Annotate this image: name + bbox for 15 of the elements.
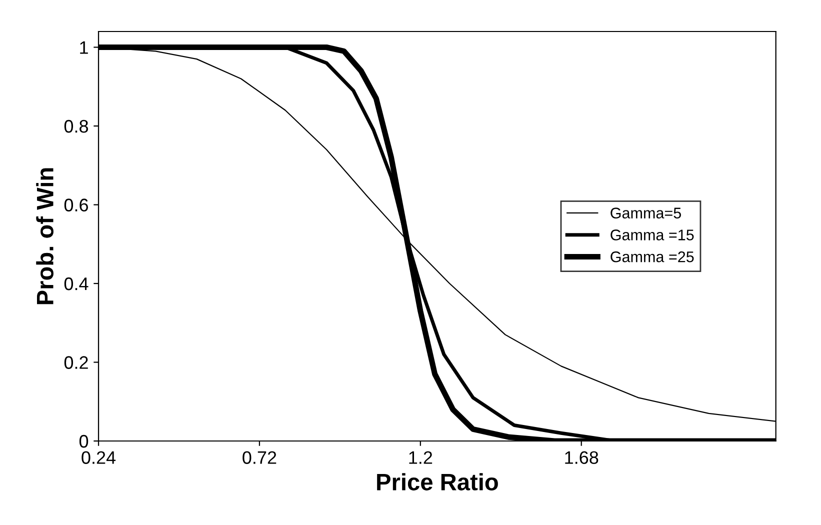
y-tick-label: 1 (80, 41, 88, 54)
y-tick-label: 0.6 (64, 198, 88, 212)
x-tick-label: 1.68 (565, 451, 598, 464)
y-tick-label: 0.8 (64, 120, 88, 133)
y-tick-label: 0.4 (64, 277, 88, 290)
x-tick-label: 0.72 (242, 451, 276, 464)
x-axis-title: Price Ratio (377, 473, 498, 490)
legend-label: Gamma =25 (610, 251, 694, 262)
x-tick-label: 0.24 (82, 451, 116, 464)
y-tick-label: 0 (79, 434, 88, 448)
y-axis-title: Prob. of Win (36, 168, 54, 304)
legend-label: Gamma=5 (610, 208, 681, 218)
y-tick-label: 0.2 (64, 356, 88, 369)
x-tick-label: 1.2 (409, 451, 432, 464)
legend-label: Gamma =15 (610, 230, 694, 240)
